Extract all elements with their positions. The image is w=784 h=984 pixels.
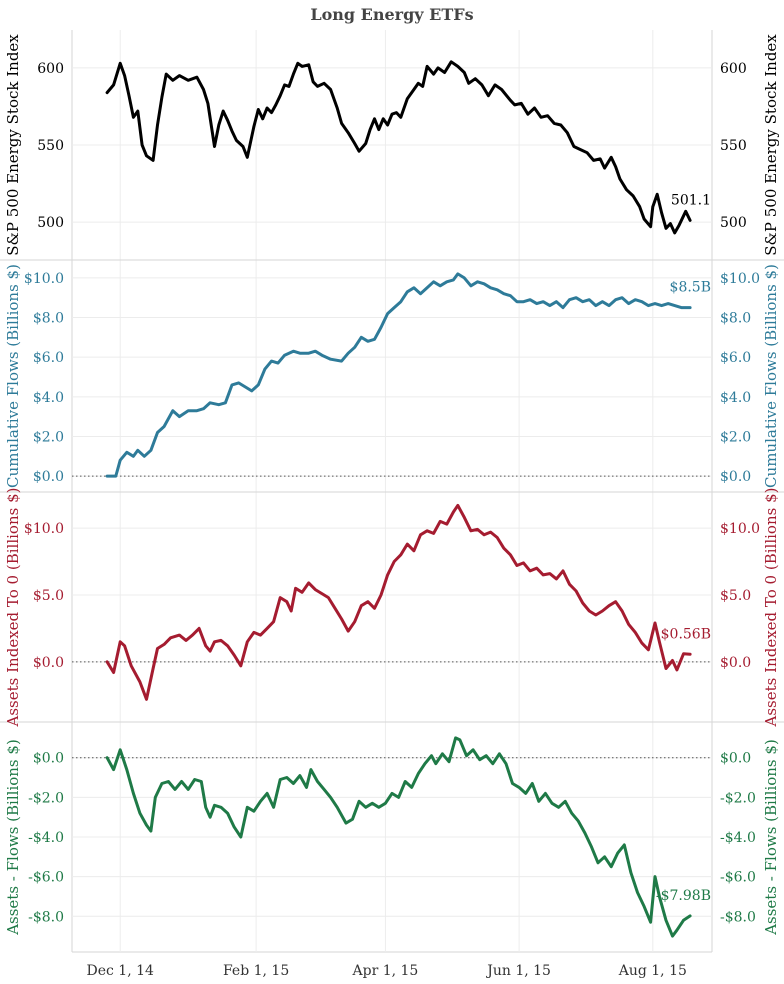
y-tick-label-left: 550 xyxy=(37,138,64,154)
y-axis-title-left: Cumulative Flows (Billions $) xyxy=(4,264,22,488)
y-tick-label-right: -$4.0 xyxy=(720,830,756,846)
series-line-energy xyxy=(105,60,692,235)
y-tick-label-right: $8.0 xyxy=(720,311,751,327)
y-tick-label-left: 500 xyxy=(37,215,64,231)
y-tick-label-left: -$2.0 xyxy=(28,790,64,806)
y-axis-title-right: Assets Indexed To 0 (Billions $) xyxy=(762,488,780,728)
y-tick-label-right: $10.0 xyxy=(720,271,760,287)
x-tick-label: Feb 1, 15 xyxy=(223,963,289,979)
y-axis-title-left: Assets - Flows (Billions $) xyxy=(4,739,22,936)
series-line-flows xyxy=(105,272,692,478)
x-axis: Dec 1, 14 Feb 1, 15 Apr 1, 15 Jun 1, 15 Aug … xyxy=(87,963,687,979)
y-axis-title-right: Assets - Flows (Billions $) xyxy=(762,739,780,936)
grid-layer xyxy=(0,30,784,953)
y-tick-label-left: $8.0 xyxy=(33,311,64,327)
y-axis-title-left: S&P 500 Energy Stock Index xyxy=(4,34,22,256)
x-tick-label: Jun 1, 15 xyxy=(485,963,551,979)
y-tick-label-left: 600 xyxy=(37,61,64,77)
y-tick-label-left: $6.0 xyxy=(33,350,64,366)
y-tick-label-right: -$2.0 xyxy=(720,790,756,806)
y-tick-label-right: $0.0 xyxy=(720,469,751,485)
end-value-label: 501.1 xyxy=(671,192,711,208)
y-axis-title-right: Cumulative Flows (Billions $) xyxy=(762,264,780,488)
y-axis-title-right: S&P 500 Energy Stock Index xyxy=(762,34,780,256)
y-tick-label-right: -$8.0 xyxy=(720,909,756,925)
panel-flows: $0.0 $0.0 $2.0 $2.0 $4.0 $4.0 $6.0 $6.0 $8.0 $8.0… xyxy=(4,264,780,488)
y-tick-label-right: 500 xyxy=(720,215,747,231)
y-tick-label-left: -$4.0 xyxy=(28,830,64,846)
y-tick-label-left: $10.0 xyxy=(24,521,64,537)
y-tick-label-left: $10.0 xyxy=(24,271,64,287)
y-tick-label-right: $4.0 xyxy=(720,390,751,406)
y-tick-label-right: -$6.0 xyxy=(720,870,756,886)
panel-energy: 500 500 550 550 600 600 S&P 500 Energy Stock I… xyxy=(4,34,780,256)
series-line-assets xyxy=(105,503,692,701)
y-tick-label-left: -$8.0 xyxy=(28,909,64,925)
y-tick-label-right: 550 xyxy=(720,138,747,154)
x-tick-label: Dec 1, 14 xyxy=(87,963,155,979)
y-tick-label-right: 600 xyxy=(720,61,747,77)
x-tick-label: Aug 1, 15 xyxy=(618,963,687,979)
end-value-label: $0.56B xyxy=(661,626,711,642)
x-tick-label: Apr 1, 15 xyxy=(352,963,419,979)
panels-layer: 500 500 550 550 600 600 S&P 500 Energy Stock I… xyxy=(4,34,780,938)
series-line-diff xyxy=(105,736,692,938)
panel-diff: $0.0 $0.0 -$2.0 -$2.0 -$4.0 -$4.0 -$6.0 -$6.0 -$… xyxy=(4,736,780,938)
y-tick-label-left: $0.0 xyxy=(33,655,64,671)
end-value-label: $8.5B xyxy=(670,280,711,296)
y-tick-label-left: $5.0 xyxy=(33,588,64,604)
y-tick-label-left: $0.0 xyxy=(33,751,64,767)
y-tick-label-left: $4.0 xyxy=(33,390,64,406)
y-tick-label-left: $0.0 xyxy=(33,469,64,485)
y-tick-label-right: $10.0 xyxy=(720,521,760,537)
y-tick-label-right: $5.0 xyxy=(720,588,751,604)
y-tick-label-right: $0.0 xyxy=(720,751,751,767)
y-tick-label-left: -$6.0 xyxy=(28,870,64,886)
y-tick-label-right: $2.0 xyxy=(720,429,751,445)
chart-title: Long Energy ETFs xyxy=(310,5,473,24)
end-value-label: -$7.98B xyxy=(656,888,711,904)
y-tick-label-right: $0.0 xyxy=(720,655,751,671)
y-tick-label-left: $2.0 xyxy=(33,429,64,445)
y-axis-title-left: Assets Indexed To 0 (Billions $) xyxy=(4,488,22,728)
y-tick-label-right: $6.0 xyxy=(720,350,751,366)
